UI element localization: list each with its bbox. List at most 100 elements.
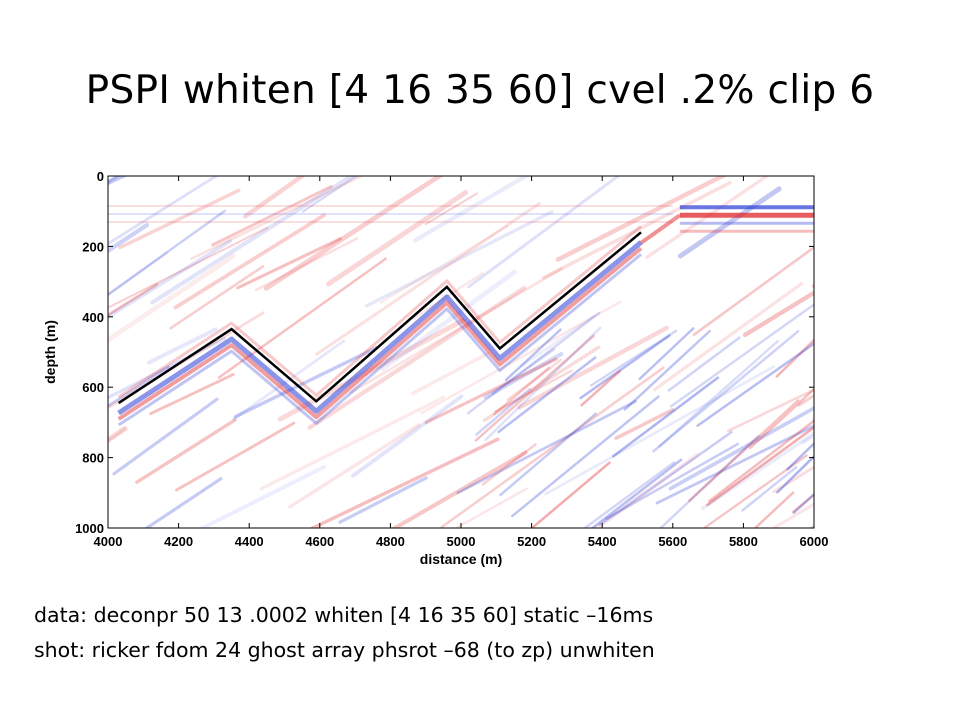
seismic-event	[263, 176, 444, 291]
seismic-event	[0, 349, 69, 417]
seismic-event	[277, 317, 466, 422]
y-axis: 0 200 400 600 800 1000	[75, 169, 814, 536]
seismic-event	[338, 476, 428, 524]
seismic-event	[112, 397, 219, 476]
y-tick-label: 1000	[75, 521, 104, 536]
seismic-event	[605, 442, 740, 520]
seismic-event	[0, 385, 104, 485]
seismic-event	[0, 282, 4, 388]
seismic-event	[484, 326, 602, 442]
x-tick-label: 5800	[729, 534, 758, 549]
seismic-event	[108, 282, 159, 317]
seismic-event	[530, 461, 611, 528]
seismic-event	[770, 502, 814, 528]
x-tick-label: 5600	[658, 534, 687, 549]
seismic-event	[379, 224, 509, 304]
seismic-event	[658, 434, 760, 528]
seismic-event	[301, 176, 359, 213]
seismic-event	[440, 366, 665, 528]
seismic-event	[467, 176, 621, 289]
seismic-event	[364, 210, 554, 308]
seismic-event	[108, 365, 170, 408]
seismic-event	[108, 222, 150, 254]
seismic-event	[582, 461, 676, 528]
seismic-event	[772, 465, 814, 494]
seismic-event	[190, 176, 365, 261]
seismic-event	[326, 190, 469, 287]
seismic-event	[902, 145, 960, 207]
seismic-event	[652, 281, 804, 392]
seismic-event	[614, 408, 675, 440]
x-axis: 4000 4200 4400 4600 4800 5000 5200 5400 5600 5800…	[94, 176, 829, 549]
seismic-event	[895, 321, 960, 422]
seismic-event	[198, 464, 326, 528]
seismic-event	[511, 395, 660, 518]
seismic-event	[911, 139, 960, 218]
seismic-event	[243, 176, 306, 219]
seismic-event	[307, 285, 527, 430]
x-tick-label: 4200	[164, 534, 193, 549]
seismic-event	[410, 351, 490, 396]
x-tick-label: 4000	[94, 534, 123, 549]
x-tick-label: 5400	[588, 534, 617, 549]
plot-background	[108, 176, 814, 528]
seismic-event	[0, 448, 32, 486]
x-axis-label: distance (m)	[420, 551, 502, 567]
seismic-event	[797, 393, 814, 407]
x-tick-label: 5200	[517, 534, 546, 549]
seismic-event	[108, 253, 236, 343]
seismic-event	[837, 403, 960, 548]
seismic-event	[236, 237, 342, 290]
x-tick-label: 5000	[447, 534, 476, 549]
seismic-event	[108, 251, 169, 297]
seismic-event	[412, 176, 531, 243]
seismic-event	[792, 492, 814, 514]
seismic-event	[135, 418, 237, 484]
interpreted-horizon-polyline	[117, 231, 642, 405]
interpreted-horizon-line	[117, 231, 642, 405]
seismic-event	[474, 334, 595, 442]
seismic-event	[146, 327, 218, 365]
y-axis-label: depth (m)	[42, 320, 58, 384]
seismic-event	[589, 329, 678, 387]
seismic-event	[598, 430, 733, 527]
seismic-event	[955, 475, 960, 522]
seismic-event	[308, 437, 500, 528]
seismic-event	[864, 148, 960, 217]
seismic-event	[792, 493, 814, 514]
seismic-event	[590, 458, 683, 528]
seismic-event	[0, 297, 40, 340]
seismic-event	[831, 467, 947, 552]
x-tick-label: 4600	[305, 534, 334, 549]
seismic-event	[775, 338, 814, 378]
seismic-event	[652, 330, 800, 453]
seismic-event	[108, 426, 127, 443]
seismic-event	[499, 412, 597, 497]
reflector-band	[117, 225, 642, 399]
seismic-event	[217, 257, 387, 379]
slide-title: PSPI whiten [4 16 35 60] cvel .2% clip 6	[85, 68, 875, 113]
seismic-event	[655, 424, 814, 505]
seismic-image	[0, 139, 960, 552]
seismic-event	[541, 180, 732, 280]
seismic-event	[0, 206, 38, 241]
seismic-event	[150, 176, 356, 305]
seismic-event	[211, 184, 333, 247]
seismic-event	[677, 186, 782, 259]
seismic-event	[520, 314, 596, 368]
seismic-event	[497, 356, 597, 434]
seismic-event	[688, 399, 800, 502]
seismic-event	[742, 290, 814, 338]
seismic-event	[108, 239, 233, 319]
seismic-event	[175, 421, 296, 492]
seismic-event	[824, 415, 862, 451]
x-tick-label: 6000	[800, 534, 829, 549]
seismic-event	[801, 433, 814, 445]
seismic-event	[169, 265, 265, 330]
seismic-event	[475, 387, 532, 436]
seismic-event	[0, 315, 30, 433]
seismic-event	[658, 339, 779, 448]
seismic-event	[233, 345, 379, 419]
seismic-event	[351, 394, 464, 478]
